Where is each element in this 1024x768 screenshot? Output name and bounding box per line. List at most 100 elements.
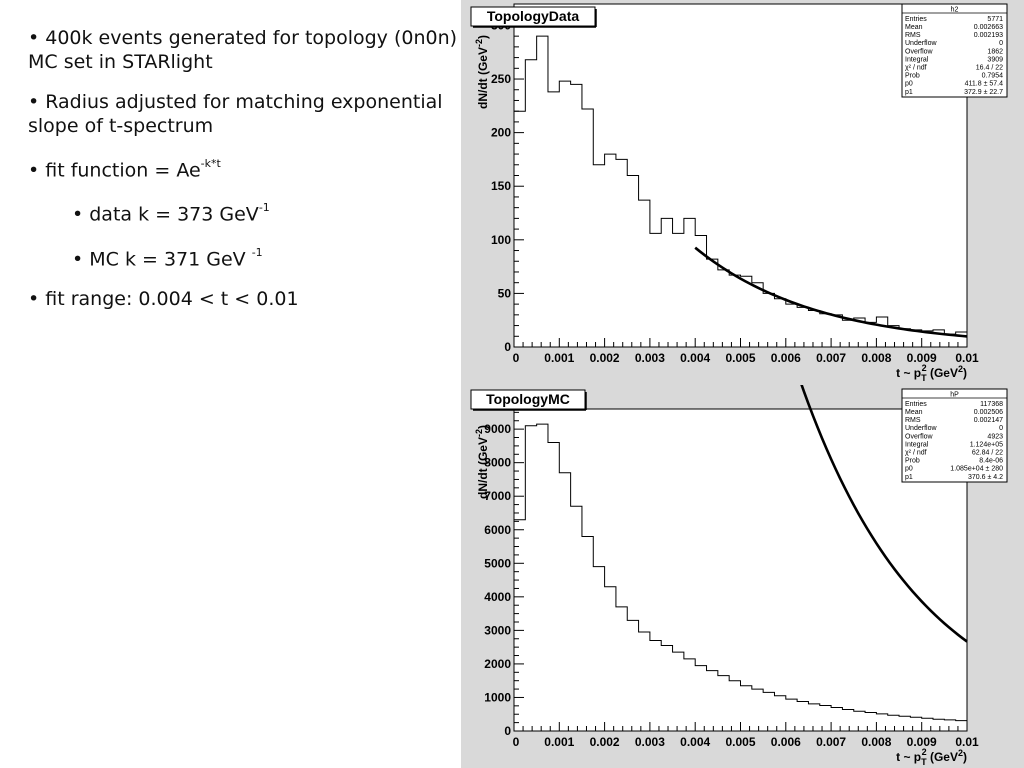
x-tick-label: 0.009 — [907, 351, 937, 365]
stats-row-value: 1862 — [987, 48, 1003, 55]
bullet-mc-k: • MC k = 371 GeV -1 — [72, 245, 263, 270]
bullet-fit-function: • fit function = Ae-k*t — [28, 157, 221, 182]
x-tick-label: 0.01 — [955, 351, 979, 365]
x-tick-label: 0.007 — [816, 735, 846, 749]
stats-row-value: 0.002193 — [974, 32, 1003, 39]
x-tick-label: 0.001 — [544, 735, 574, 749]
y-tick-label: 9000 — [484, 422, 511, 436]
stats-row-value: 411.8 ± 57.4 — [965, 81, 1003, 88]
stats-row-value: 370.6 ± 4.2 — [968, 474, 1003, 481]
stats-row-label: Underflow — [905, 425, 937, 432]
stats-row-value: 0.7954 — [982, 73, 1004, 80]
x-tick-label: 0.001 — [544, 351, 574, 365]
bullet-data-k: • data k = 373 GeV-1 — [72, 201, 270, 226]
histogram — [513, 423, 968, 731]
stats-title: hP — [950, 392, 959, 399]
x-tick-label: 0.004 — [680, 351, 710, 365]
stats-row-label: p0 — [905, 81, 913, 88]
stats-row-label: Entries — [905, 401, 927, 408]
y-tick-label: 150 — [491, 179, 511, 193]
bullet-events: • 400k events generated for topology (0n… — [28, 27, 458, 73]
y-tick-label: 2000 — [484, 657, 511, 671]
chart-title: TopologyData — [487, 8, 580, 24]
stats-row-value: 0 — [999, 40, 1003, 47]
stats-row-label: p0 — [905, 466, 913, 473]
stats-row-value: 62.84 / 22 — [972, 450, 1003, 457]
stats-row-label: Mean — [905, 409, 923, 416]
slide-text: • 400k events generated for topology (0n… — [28, 26, 458, 327]
stats-row-value: 0 — [999, 425, 1003, 432]
y-tick-label: 250 — [491, 72, 511, 86]
stats-row-value: 372.9 ± 22.7 — [964, 89, 1003, 96]
plot-area — [513, 408, 968, 732]
y-tick-label: 5000 — [484, 556, 511, 570]
bullet-radius: • Radius adjusted for matching exponenti… — [28, 91, 443, 137]
x-tick-label: 0.006 — [771, 735, 801, 749]
x-tick-label: 0.003 — [635, 735, 665, 749]
y-tick-label: 3000 — [484, 623, 511, 637]
stats-row-label: χ² / ndf — [905, 65, 927, 72]
stats-row-label: RMS — [905, 417, 921, 424]
y-tick-label: 7000 — [484, 489, 511, 503]
plot-area — [513, 3, 968, 348]
x-tick-label: 0.008 — [861, 351, 891, 365]
stats-row-value: 0.002663 — [974, 24, 1003, 31]
chart-panel-mc: 0 0.001 0.002 0.003 0.004 0.005 0.006 0.007 0.00… — [461, 385, 1024, 768]
stats-row-label: Underflow — [905, 40, 937, 47]
stats-row-value: 8.4e-06 — [979, 458, 1003, 465]
histogram — [513, 35, 968, 347]
x-tick-label: 0 — [513, 735, 520, 749]
x-tick-label: 0.003 — [635, 351, 665, 365]
stats-row-label: p1 — [905, 89, 913, 96]
chart-title: TopologyMC — [486, 391, 570, 407]
stats-row-value: 117368 — [980, 401, 1003, 408]
stats-row-value: 0.002147 — [974, 417, 1003, 424]
y-tick-label: 8000 — [484, 456, 511, 470]
stats-title: h2 — [951, 7, 959, 14]
stats-row-label: Overflow — [905, 433, 934, 440]
x-axis-title: t ~ pT2 (GeV2) — [896, 747, 967, 767]
stats-row-label: Entries — [905, 16, 927, 23]
x-tick-label: 0.005 — [725, 735, 755, 749]
y-tick-label: 1000 — [484, 690, 511, 704]
x-tick-label: 0.009 — [907, 735, 937, 749]
title-box — [470, 389, 586, 410]
x-tick-label: 0 — [513, 351, 520, 365]
title-box — [470, 6, 596, 27]
stats-row-label: χ² / ndf — [905, 450, 927, 457]
x-tick-label: 0.008 — [861, 735, 891, 749]
x-tick-label: 0.005 — [725, 351, 755, 365]
x-tick-label: 0.006 — [771, 351, 801, 365]
stats-row-value: 5771 — [987, 16, 1003, 23]
x-tick-label: 0.01 — [955, 735, 979, 749]
stats-row-value: 4923 — [987, 433, 1003, 440]
x-tick-label: 0.002 — [590, 735, 620, 749]
x-tick-label: 0.007 — [816, 351, 846, 365]
bullet-fit-range: • fit range: 0.004 < t < 0.01 — [28, 287, 299, 310]
stats-row-value: 1.085e+04 ± 280 — [950, 466, 1003, 473]
fit-curve — [694, 246, 968, 338]
y-tick-label: 50 — [498, 286, 512, 300]
y-tick-label: 200 — [491, 126, 511, 140]
y-tick-label: 100 — [491, 233, 511, 247]
y-axis-title: dN/dt (GeV-2) — [474, 35, 490, 109]
stats-box — [901, 388, 1008, 483]
stats-row-label: Overflow — [905, 48, 934, 55]
stats-row-label: Prob — [905, 458, 920, 465]
y-tick-label: 0 — [504, 340, 511, 354]
x-tick-label: 0.002 — [590, 351, 620, 365]
chart-panel-data: 0 0.001 0.002 0.003 0.004 0.005 0.006 0.007 0.00… — [461, 0, 1024, 385]
stats-row-value: 1.124e+05 — [970, 441, 1003, 448]
chart-topology-data: 0 0.001 0.002 0.003 0.004 0.005 0.006 0.007 0.00… — [461, 0, 1024, 385]
x-tick-label: 0.004 — [680, 735, 710, 749]
y-axis-title: dN/dt (GeV-2) — [474, 425, 490, 499]
chart-topology-mc: 0 0.001 0.002 0.003 0.004 0.005 0.006 0.007 0.00… — [461, 385, 1024, 768]
fit-curve — [800, 385, 968, 643]
x-axis-title: t ~ pT2 (GeV2) — [896, 363, 967, 383]
stats-box — [901, 3, 1008, 98]
stats-row-label: Integral — [905, 441, 929, 448]
y-tick-label: 4000 — [484, 590, 511, 604]
stats-row-label: Integral — [905, 56, 929, 63]
stats-row-label: p1 — [905, 474, 913, 481]
stats-row-label: Mean — [905, 24, 923, 31]
